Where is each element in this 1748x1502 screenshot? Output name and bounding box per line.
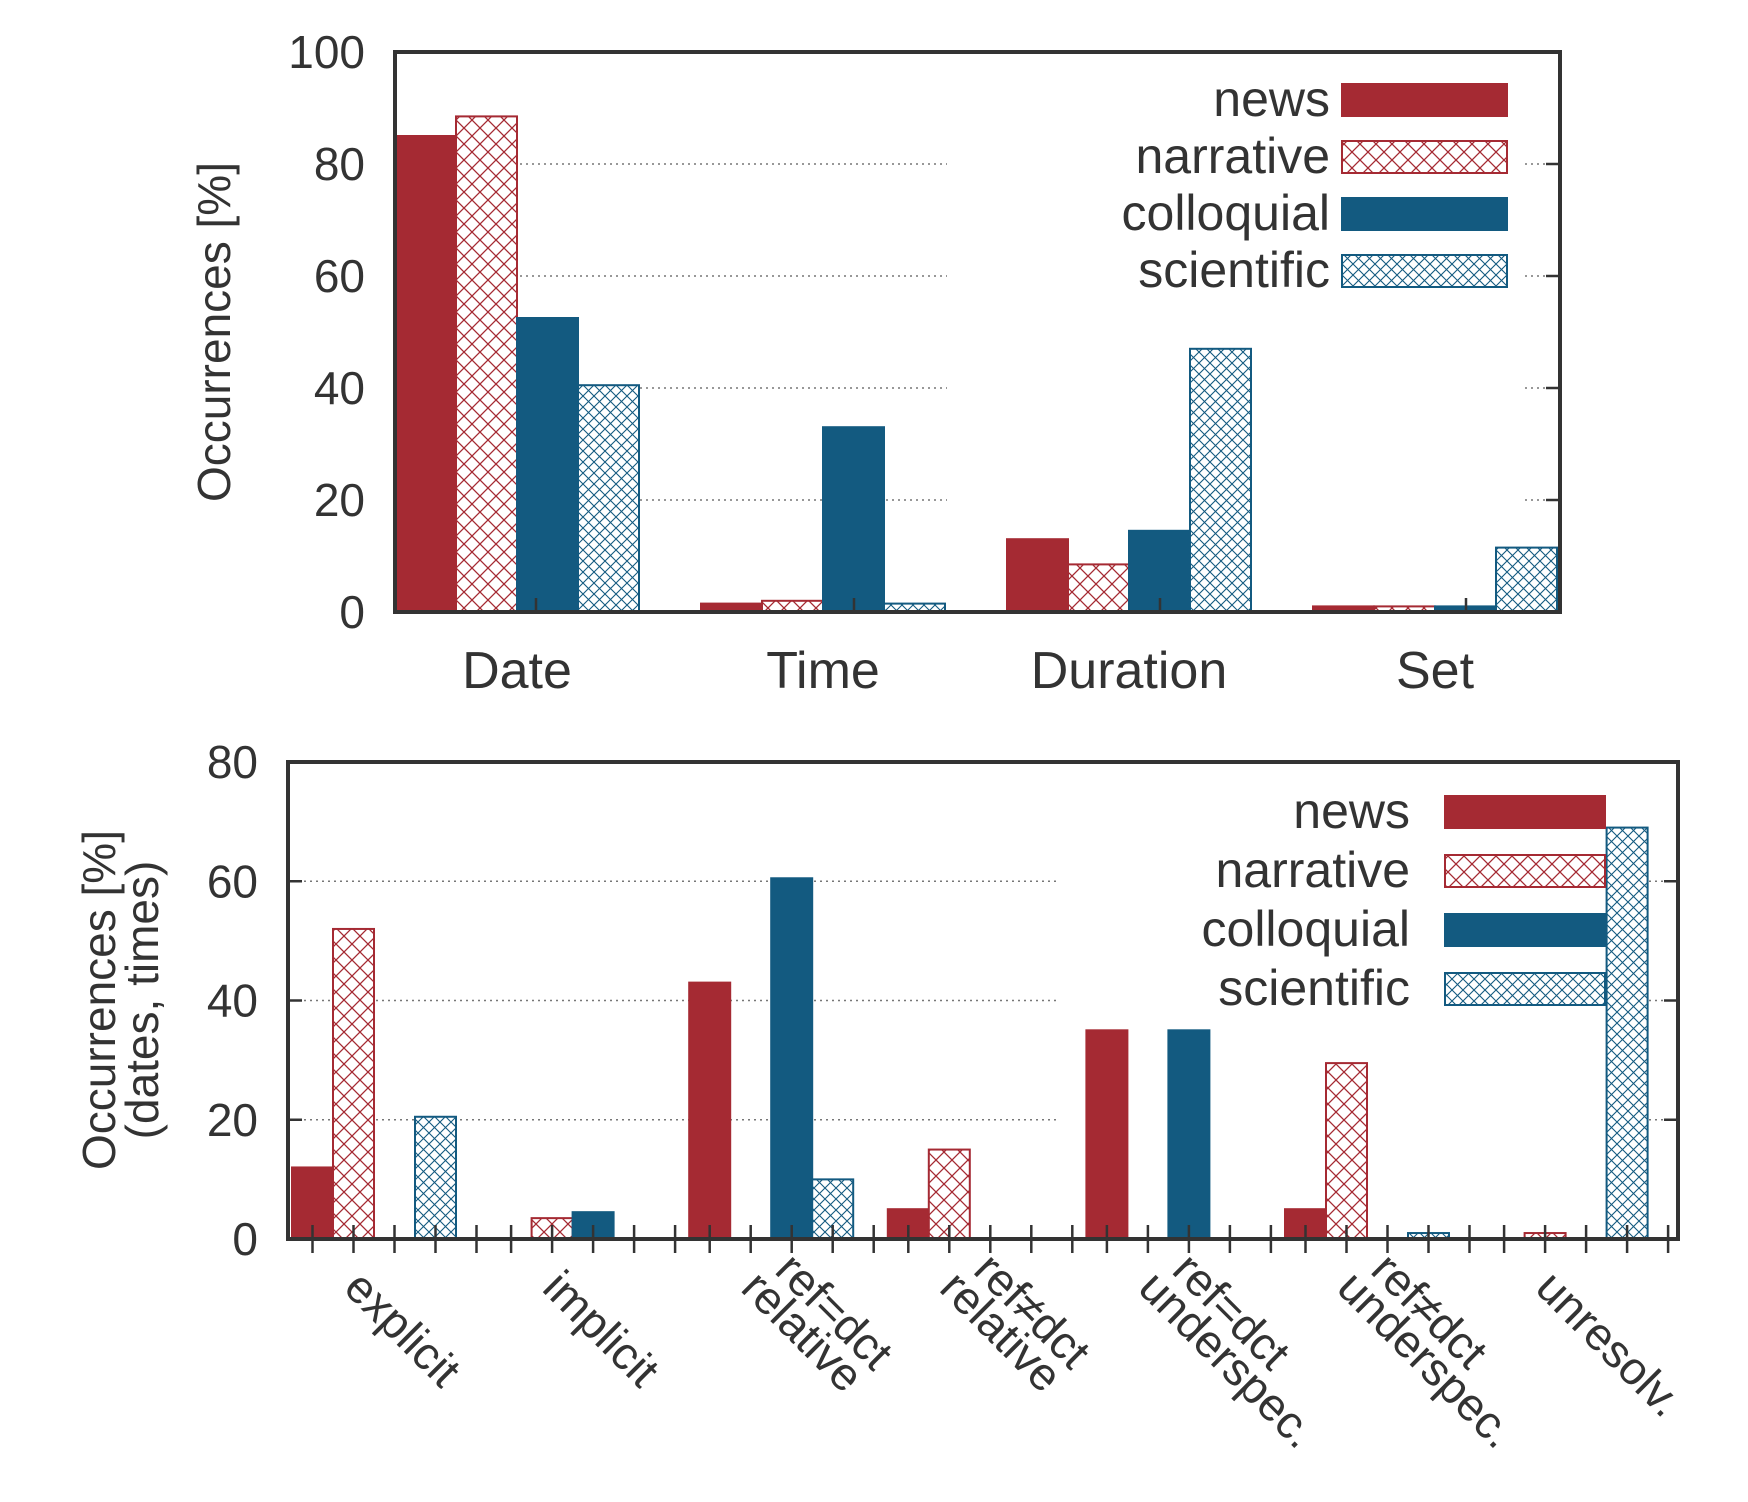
plot-frame xyxy=(393,50,1562,614)
y-tick-label: 0 xyxy=(232,1213,258,1265)
bar-narrative-duration xyxy=(1067,563,1130,614)
bar-colloquial-underspec-ref-dct xyxy=(1167,1029,1211,1240)
x-category-label: Date xyxy=(462,642,572,700)
y-tick-label: 60 xyxy=(207,855,258,907)
y-tick-label: 60 xyxy=(314,250,365,302)
x-category-label: implicit xyxy=(534,1260,670,1396)
y-tick-label: 40 xyxy=(314,362,365,414)
y-tick-label: 80 xyxy=(207,736,258,788)
legend-label-narrative: narrative xyxy=(1215,842,1410,898)
legend-label-scientific: scientific xyxy=(1218,960,1410,1016)
y-axis-label: Occurrences [%] xyxy=(188,162,240,502)
bar-scientific-duration xyxy=(1189,347,1252,613)
bar-narrative-underspec-ref-dct xyxy=(1325,1062,1368,1240)
legend-label-news: news xyxy=(1293,783,1410,839)
bar-news-underspec-ref-dct xyxy=(1085,1029,1129,1240)
y-axis-label: (dates, times) xyxy=(116,861,168,1140)
legend-swatch-news xyxy=(1444,795,1606,829)
legend-swatch-narrative xyxy=(1341,140,1508,174)
bar-news-relative-ref-dct xyxy=(688,981,732,1240)
legend-label-colloquial: colloquial xyxy=(1122,185,1330,241)
x-category-label: unresolv. xyxy=(1527,1260,1693,1426)
bar-news-duration xyxy=(1006,538,1069,614)
legend-label-colloquial: colloquial xyxy=(1202,901,1410,957)
x-category-label: Set xyxy=(1396,642,1475,700)
legend-label-scientific: scientific xyxy=(1138,242,1330,298)
bar-narrative-relative-ref-dct xyxy=(927,1148,971,1240)
legend-label-news: news xyxy=(1213,71,1330,127)
bar-narrative-date xyxy=(455,115,518,614)
y-tick-label: 40 xyxy=(207,975,258,1027)
legend-swatch-scientific xyxy=(1444,972,1606,1006)
y-tick-label: 100 xyxy=(288,26,365,78)
legend-swatch-narrative xyxy=(1444,854,1606,888)
bar-scientific-explicit xyxy=(414,1115,457,1241)
bar-narrative-explicit xyxy=(332,927,375,1240)
bar-colloquial-time xyxy=(822,426,885,614)
bar-scientific-set xyxy=(1495,546,1558,613)
y-tick-label: 0 xyxy=(339,586,365,638)
legend-label-narrative: narrative xyxy=(1135,128,1330,184)
plot-frame xyxy=(286,760,1680,1241)
chart-temporal-types: 0 20 40 60 80 100 Date Time Duration Set newsnarra… xyxy=(188,26,1562,700)
bar-colloquial-date xyxy=(516,317,579,613)
bar-colloquial-relative-ref-dct xyxy=(770,877,814,1240)
legend-swatch-colloquial xyxy=(1341,197,1508,231)
x-category-label: explicit xyxy=(335,1260,471,1396)
y-tick-label: 20 xyxy=(314,474,365,526)
y-tick-label: 20 xyxy=(207,1094,258,1146)
bar-scientific-date xyxy=(577,384,640,614)
legend-swatch-news xyxy=(1341,83,1508,117)
y-tick-label: 80 xyxy=(314,138,365,190)
y-axis-label: Occurrences [%] xyxy=(73,830,125,1170)
bar-scientific-unresolv xyxy=(1605,826,1649,1241)
x-category-label: Time xyxy=(766,642,880,700)
legend-swatch-scientific xyxy=(1341,254,1508,288)
x-category-label: Duration xyxy=(1031,642,1228,700)
bar-news-date xyxy=(394,135,457,613)
legend-swatch-colloquial xyxy=(1444,913,1606,947)
